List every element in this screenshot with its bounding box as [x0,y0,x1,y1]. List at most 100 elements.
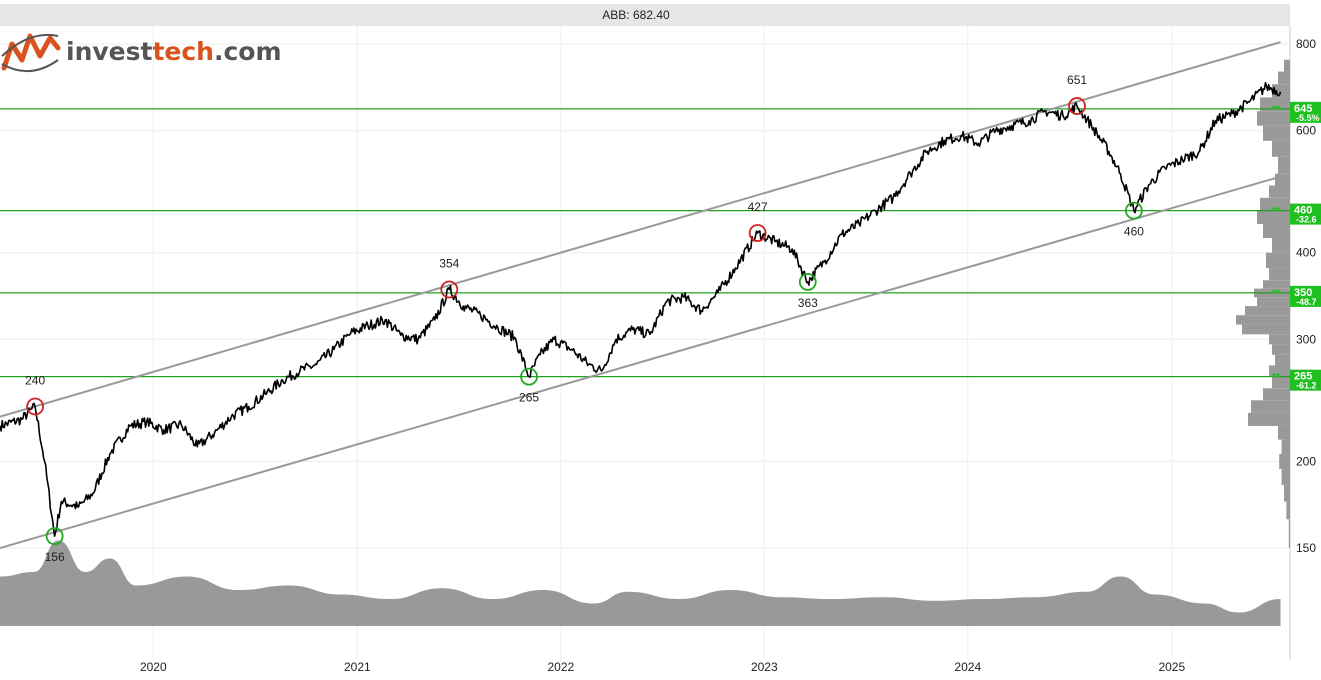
low-point-label: 156 [45,550,65,564]
volume-profile-bar [1272,344,1290,355]
support-level-label: 645 [1294,103,1312,115]
volume-profile-bar [1272,238,1290,253]
investtech-logo: investtech.com [1,33,282,72]
support-percent-label: -32.6 [1296,215,1317,225]
volume-profile-bar [1278,156,1290,174]
x-tick-label: 2022 [547,660,574,674]
trend-channel [0,41,1281,549]
high-point-label: 354 [439,256,459,270]
volume-profile-bar [1257,111,1290,126]
logo-part-com: .com [214,37,282,66]
support-percent-label: -5.5% [1296,113,1320,123]
low-point-marker [798,273,817,291]
volume-profile-bar [1284,59,1290,72]
logo-wordmark: investtech.com [66,37,282,66]
volume-profile-bar [1248,412,1290,426]
support-level-label: 460 [1294,205,1312,217]
support-stars: ** [1272,288,1281,300]
volume-profile-bar [1288,519,1290,548]
y-tick-label: 600 [1296,124,1316,138]
support-badge [1290,101,1321,123]
x-tick-label: 2021 [344,660,371,674]
volume-profile-bar [1257,210,1290,224]
volume-profile-bar [1260,97,1290,112]
low-point-marker [1125,201,1143,220]
logo-part-tech: tech [152,37,214,66]
support-lines [0,108,1290,378]
volume-area-path [0,540,1281,626]
volume-profile-bar [1278,71,1290,85]
y-tick-label: 800 [1296,37,1316,51]
volume-profile-bar [1245,306,1290,316]
axes: 150 200 300 400 600 800 2020 2021 2022 2023 2024 20… [140,37,1316,674]
volume-profile [1236,59,1290,548]
volume-profile-bar [1263,125,1290,141]
chart-title: ABB: 682.40 [602,8,670,22]
high-point-marker [440,280,459,299]
high-point-label: 427 [748,200,768,214]
volume-profile-bar [1263,280,1290,289]
high-point-label: 651 [1067,73,1087,87]
volume-profile-bar [1269,365,1290,377]
low-point-label: 460 [1124,225,1144,239]
volume-profile-bar [1263,388,1290,401]
volume-profile-bar [1272,140,1290,157]
grid-layer [0,26,1291,660]
low-point-marker [520,367,538,386]
support-stars: ** [1272,206,1281,218]
volume-profile-bar [1284,484,1290,502]
volume-area [0,540,1281,626]
support-badges: ** 645-5.5% ** 460-32.6 ** 350-48.7 ** 265-61.2 [1272,101,1321,391]
support-percent-label: -61.2 [1296,381,1317,391]
price-line [0,81,1282,537]
support-level-label: 265 [1294,371,1312,383]
low-point-label: 363 [798,296,818,310]
volume-profile-bar [1275,173,1290,186]
support-badge [1290,369,1321,391]
volume-profile-bar [1266,252,1290,269]
volume-profile-bar [1242,324,1290,335]
support-stars: ** [1272,104,1281,116]
high-point-label: 240 [25,373,45,387]
price-series [0,81,1282,537]
volume-profile-bar [1279,453,1290,470]
y-tick-label: 400 [1296,246,1316,260]
x-tick-label: 2023 [751,660,778,674]
support-badge [1290,203,1321,225]
volume-profile-bar [1272,376,1290,389]
volume-profile-bar [1281,469,1290,485]
x-tick-label: 2024 [954,660,981,674]
volume-profile-bar [1286,501,1290,520]
extreme-markers: 240 156 354 265 427 363 651 460 [25,73,1144,564]
logo-part-invest: invest [66,37,152,66]
support-stars: ** [1272,372,1281,384]
low-point-marker [45,527,64,546]
support-badge [1290,285,1321,307]
volume-profile-bar [1269,334,1290,345]
volume-profile-bar [1251,400,1290,413]
trend-channel-upper [0,41,1281,418]
volume-profile-bar [1263,223,1290,239]
high-point-marker [748,224,767,242]
x-tick-label: 2020 [140,660,167,674]
support-percent-label: -48.7 [1296,297,1317,307]
trend-channel-lower [0,175,1281,549]
volume-profile-bar [1260,197,1290,211]
volume-profile-bar [1257,297,1290,307]
high-point-marker [26,397,45,416]
y-tick-label: 200 [1296,454,1316,468]
volume-profile-bar [1278,425,1290,440]
volume-profile-bar [1269,268,1290,281]
volume-profile-bar [1281,439,1290,454]
x-tick-label: 2025 [1158,660,1185,674]
high-point-marker [1068,97,1086,115]
volume-profile-bar [1236,315,1290,325]
y-tick-label: 300 [1296,332,1316,346]
y-tick-label: 150 [1296,541,1316,555]
volume-profile-bar [1275,354,1290,366]
low-point-label: 265 [519,391,539,405]
chart-header-bar [0,4,1290,26]
volume-profile-bar [1269,185,1290,198]
